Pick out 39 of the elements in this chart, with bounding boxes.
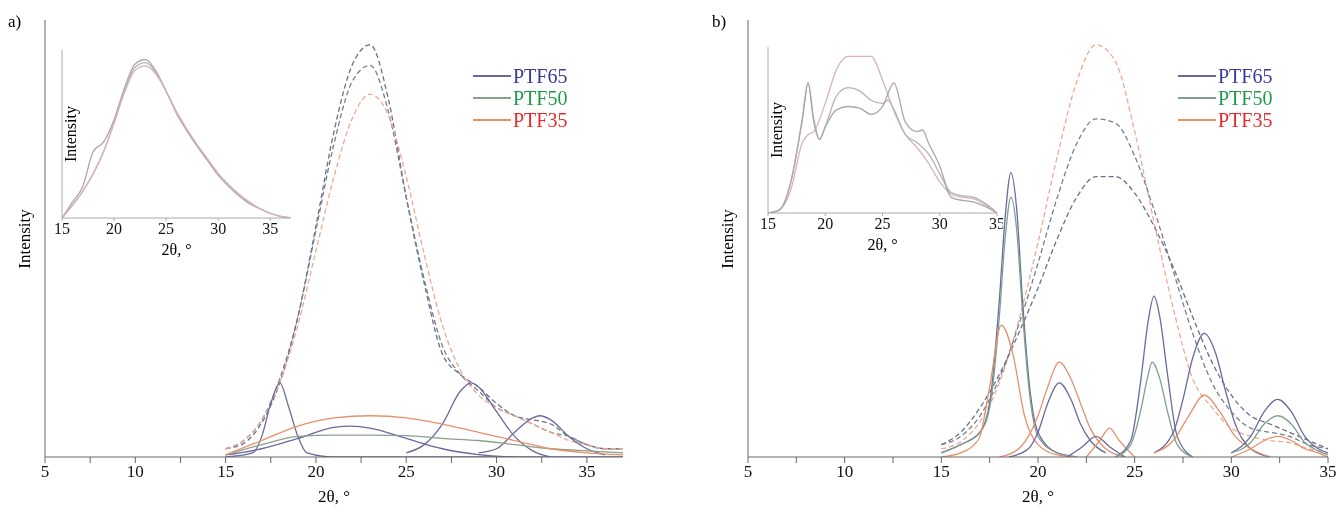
- legend-label: PTF65: [513, 64, 568, 88]
- x-tick-label: 30: [488, 462, 506, 482]
- x-tick-label: 25: [1126, 462, 1144, 482]
- x-tick-label: 20: [817, 215, 834, 233]
- x-tick-label: 30: [210, 220, 227, 238]
- x-tick-label: 30: [931, 215, 948, 233]
- y-axis-title: Intensity: [61, 106, 81, 162]
- x-axis-title: 2θ, °: [318, 487, 350, 507]
- x-tick-label: 35: [1319, 462, 1337, 482]
- x-tick-label: 10: [836, 462, 854, 482]
- x-tick-label: 20: [307, 462, 325, 482]
- x-axis-title: 2θ, °: [867, 235, 898, 255]
- x-tick-label: 30: [1222, 462, 1240, 482]
- y-axis-title: Intensity: [767, 102, 787, 158]
- x-tick-label: 20: [1029, 462, 1047, 482]
- x-tick-label: 20: [106, 220, 123, 238]
- chart-title: b): [712, 12, 727, 32]
- legend-label: PTF35: [513, 108, 568, 132]
- x-tick-label: 25: [874, 215, 891, 233]
- legend-label: PTF65: [1218, 64, 1273, 88]
- x-tick-label: 15: [54, 220, 70, 238]
- x-tick-label: 15: [932, 462, 950, 482]
- chart-title: a): [8, 12, 22, 32]
- x-tick-label: 10: [126, 462, 144, 482]
- legend-label: PTF50: [513, 86, 568, 110]
- x-tick-label: 15: [760, 215, 776, 233]
- x-axis-title: 2θ, °: [161, 240, 192, 260]
- y-axis-title: Intensity: [15, 208, 35, 269]
- y-axis-title: Intensity: [718, 208, 738, 269]
- x-tick-label: 5: [40, 462, 50, 482]
- x-tick-label: 35: [578, 462, 596, 482]
- legend-label: PTF35: [1218, 108, 1273, 132]
- x-tick-label: 35: [262, 220, 279, 238]
- x-tick-label: 25: [158, 220, 175, 238]
- x-tick-label: 15: [217, 462, 235, 482]
- x-tick-label: 25: [397, 462, 415, 482]
- x-axis-title: 2θ, °: [1022, 487, 1054, 507]
- x-tick-label: 5: [743, 462, 753, 482]
- legend-label: PTF50: [1218, 86, 1273, 110]
